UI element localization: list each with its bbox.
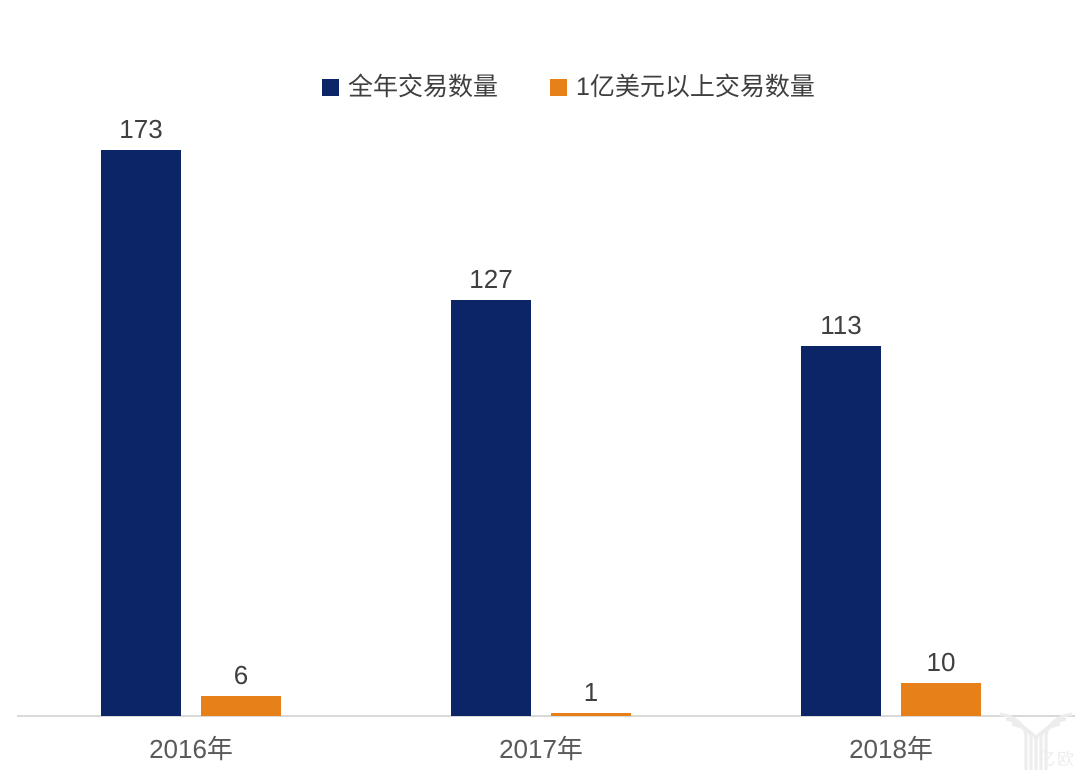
bar-series2-2017年 bbox=[551, 713, 631, 716]
chart-legend: 全年交易数量 1亿美元以上交易数量 bbox=[322, 72, 815, 102]
legend-swatch-orange bbox=[550, 78, 568, 96]
bar-value-label: 127 bbox=[469, 264, 513, 294]
legend-item-total-deals: 全年交易数量 bbox=[322, 72, 498, 102]
legend-item-large-deals: 1亿美元以上交易数量 bbox=[550, 72, 815, 102]
legend-label-large-deals: 1亿美元以上交易数量 bbox=[576, 73, 815, 101]
bar-series2-2018年 bbox=[901, 683, 981, 716]
bar-value-label: 10 bbox=[926, 647, 956, 677]
bar-series1-2016年 bbox=[101, 150, 181, 716]
legend-label-total-deals: 全年交易数量 bbox=[348, 73, 499, 101]
bar-value-label: 173 bbox=[119, 114, 163, 144]
bar-series1-2018年 bbox=[801, 346, 881, 716]
bar-value-label: 1 bbox=[583, 677, 599, 707]
x-tick-label: 2018年 bbox=[849, 734, 933, 764]
bar-value-label: 6 bbox=[233, 660, 249, 690]
bar-value-label: 113 bbox=[820, 310, 862, 340]
bar-series2-2016年 bbox=[201, 696, 281, 716]
x-axis-line bbox=[17, 715, 1075, 717]
bar-series1-2017年 bbox=[451, 300, 531, 716]
x-tick-label: 2016年 bbox=[149, 734, 233, 764]
x-tick-label: 2017年 bbox=[499, 734, 583, 764]
legend-swatch-navy bbox=[322, 78, 339, 96]
eo-y-logo-icon bbox=[999, 712, 1073, 770]
